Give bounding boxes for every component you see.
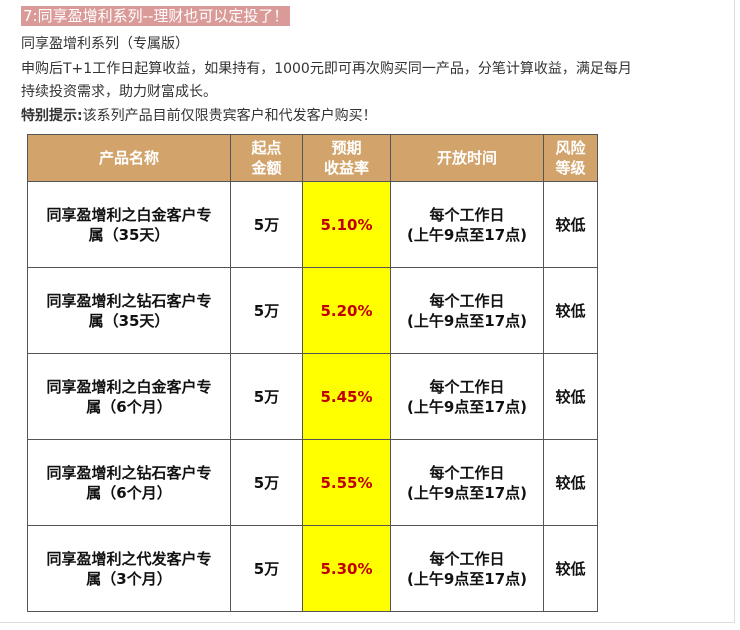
open-time-text: (上午9点至17点) xyxy=(406,311,528,330)
product-name: 同享盈增利之代发客户专 属（3个月） xyxy=(27,525,231,612)
header-text: 金额 xyxy=(251,159,282,177)
open-time: 每个工作日 (上午9点至17点) xyxy=(390,353,544,440)
header-min-amount: 起点 金额 xyxy=(230,134,303,182)
table-row: 同享盈增利之钻石客户专 属（6个月） 5万 5.55% 每个工作日 (上午9点至17点) 较… xyxy=(27,439,598,526)
product-table: 产品名称 起点 金额 预期 收益率 开放时间 风险 等级 同享盈增利之白金客户专 属（35天） 5… xyxy=(27,134,598,612)
open-time-text: (上午9点至17点) xyxy=(406,397,528,416)
expected-rate-text: 5.10% xyxy=(320,215,373,234)
table-row: 同享盈增利之代发客户专 属（3个月） 5万 5.30% 每个工作日 (上午9点至17点) 较… xyxy=(27,525,598,612)
product-name-text: 属（35天） xyxy=(88,311,170,330)
risk-level: 较低 xyxy=(543,353,598,440)
expected-rate-text: 5.20% xyxy=(320,301,373,320)
min-amount-text: 5万 xyxy=(253,473,280,492)
header-text: 开放时间 xyxy=(436,149,497,167)
min-amount: 5万 xyxy=(230,267,303,354)
open-time-text: 每个工作日 xyxy=(429,377,505,396)
description-line-2: 持续投资需求，助力财富成长。 xyxy=(21,84,217,100)
expected-rate: 5.30% xyxy=(302,525,391,612)
notice: 特别提示:该系列产品目前仅限贵宾客户和代发客户购买！ xyxy=(21,106,377,126)
open-time: 每个工作日 (上午9点至17点) xyxy=(390,181,544,268)
open-time-text: (上午9点至17点) xyxy=(406,225,528,244)
expected-rate: 5.55% xyxy=(302,439,391,526)
risk-level-text: 较低 xyxy=(555,473,586,492)
risk-level: 较低 xyxy=(543,267,598,354)
header-text: 产品名称 xyxy=(98,149,159,167)
header-text: 风险 xyxy=(555,139,586,157)
min-amount: 5万 xyxy=(230,439,303,526)
description-line-1: 申购后T+1工作日起算收益，如果持有，1000元即可再次购买同一产品，分笔计算收… xyxy=(21,61,632,77)
product-name-text: 同享盈增利之白金客户专 xyxy=(46,377,212,396)
open-time-text: (上午9点至17点) xyxy=(406,483,528,502)
product-name-text: 同享盈增利之钻石客户专 xyxy=(46,463,212,482)
product-name: 同享盈增利之钻石客户专 属（35天） xyxy=(27,267,231,354)
section-title: 7:同享盈增利系列--理财也可以定投了！ xyxy=(21,6,291,26)
product-name: 同享盈增利之白金客户专 属（6个月） xyxy=(27,353,231,440)
product-name-text: 属（6个月） xyxy=(86,483,172,502)
min-amount: 5万 xyxy=(230,353,303,440)
open-time-text: 每个工作日 xyxy=(429,463,505,482)
product-name-text: 属（35天） xyxy=(88,225,170,244)
expected-rate: 5.45% xyxy=(302,353,391,440)
table-row: 同享盈增利之白金客户专 属（6个月） 5万 5.45% 每个工作日 (上午9点至17点) 较… xyxy=(27,353,598,440)
open-time-text: 每个工作日 xyxy=(429,205,505,224)
header-expected-rate: 预期 收益率 xyxy=(302,134,391,182)
min-amount: 5万 xyxy=(230,525,303,612)
table-row: 同享盈增利之白金客户专 属（35天） 5万 5.10% 每个工作日 (上午9点至17点) 较… xyxy=(27,181,598,268)
product-name-text: 同享盈增利之代发客户专 xyxy=(46,549,212,568)
product-name-text: 属（3个月） xyxy=(86,569,172,588)
risk-level-text: 较低 xyxy=(555,559,586,578)
header-text: 收益率 xyxy=(323,159,369,177)
header-risk-level: 风险 等级 xyxy=(543,134,598,182)
table-row: 同享盈增利之钻石客户专 属（35天） 5万 5.20% 每个工作日 (上午9点至17点) 较… xyxy=(27,267,598,354)
expected-rate-text: 5.30% xyxy=(320,559,373,578)
notice-label: 特别提示: xyxy=(21,108,83,124)
header-open-time: 开放时间 xyxy=(390,134,544,182)
open-time-text: 每个工作日 xyxy=(429,549,505,568)
open-time-text: 每个工作日 xyxy=(429,291,505,310)
product-name-text: 属（6个月） xyxy=(86,397,172,416)
risk-level: 较低 xyxy=(543,439,598,526)
open-time-text: (上午9点至17点) xyxy=(406,569,528,588)
risk-level: 较低 xyxy=(543,181,598,268)
risk-level-text: 较低 xyxy=(555,215,586,234)
header-text: 起点 xyxy=(251,139,282,157)
header-text: 等级 xyxy=(555,159,586,177)
expected-rate: 5.10% xyxy=(302,181,391,268)
open-time: 每个工作日 (上午9点至17点) xyxy=(390,525,544,612)
subtitle: 同享盈增利系列（专属版） xyxy=(21,36,189,52)
expected-rate-text: 5.45% xyxy=(320,387,373,406)
min-amount: 5万 xyxy=(230,181,303,268)
product-name-text: 同享盈增利之白金客户专 xyxy=(46,205,212,224)
min-amount-text: 5万 xyxy=(253,215,280,234)
product-name: 同享盈增利之白金客户专 属（35天） xyxy=(27,181,231,268)
risk-level-text: 较低 xyxy=(555,387,586,406)
min-amount-text: 5万 xyxy=(253,301,280,320)
risk-level-text: 较低 xyxy=(555,301,586,320)
notice-text: 该系列产品目前仅限贵宾客户和代发客户购买！ xyxy=(82,108,377,124)
min-amount-text: 5万 xyxy=(253,559,280,578)
risk-level: 较低 xyxy=(543,525,598,612)
open-time: 每个工作日 (上午9点至17点) xyxy=(390,439,544,526)
header-product-name: 产品名称 xyxy=(27,134,231,182)
open-time: 每个工作日 (上午9点至17点) xyxy=(390,267,544,354)
expected-rate: 5.20% xyxy=(302,267,391,354)
header-text: 预期 xyxy=(331,139,362,157)
product-name: 同享盈增利之钻石客户专 属（6个月） xyxy=(27,439,231,526)
min-amount-text: 5万 xyxy=(253,387,280,406)
expected-rate-text: 5.55% xyxy=(320,473,373,492)
product-name-text: 同享盈增利之钻石客户专 xyxy=(46,291,212,310)
table-header-row: 产品名称 起点 金额 预期 收益率 开放时间 风险 等级 xyxy=(27,134,598,182)
